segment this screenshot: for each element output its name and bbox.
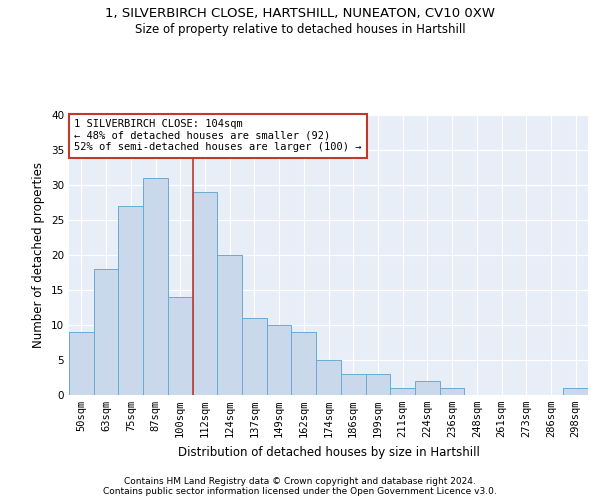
Bar: [143, 178, 168, 395]
Bar: [390, 388, 415, 395]
Text: 1 SILVERBIRCH CLOSE: 104sqm
← 48% of detached houses are smaller (92)
52% of sem: 1 SILVERBIRCH CLOSE: 104sqm ← 48% of det…: [74, 119, 362, 152]
Bar: [563, 388, 588, 395]
Text: Contains public sector information licensed under the Open Government Licence v3: Contains public sector information licen…: [103, 487, 497, 496]
Bar: [316, 360, 341, 395]
Bar: [341, 374, 365, 395]
Bar: [242, 318, 267, 395]
Text: Size of property relative to detached houses in Hartshill: Size of property relative to detached ho…: [134, 22, 466, 36]
Bar: [365, 374, 390, 395]
Bar: [292, 332, 316, 395]
Bar: [193, 192, 217, 395]
Bar: [69, 332, 94, 395]
Bar: [168, 297, 193, 395]
Y-axis label: Number of detached properties: Number of detached properties: [32, 162, 46, 348]
X-axis label: Distribution of detached houses by size in Hartshill: Distribution of detached houses by size …: [178, 446, 479, 458]
Text: 1, SILVERBIRCH CLOSE, HARTSHILL, NUNEATON, CV10 0XW: 1, SILVERBIRCH CLOSE, HARTSHILL, NUNEATO…: [105, 8, 495, 20]
Bar: [94, 269, 118, 395]
Bar: [217, 255, 242, 395]
Bar: [440, 388, 464, 395]
Bar: [415, 381, 440, 395]
Bar: [267, 325, 292, 395]
Text: Contains HM Land Registry data © Crown copyright and database right 2024.: Contains HM Land Registry data © Crown c…: [124, 477, 476, 486]
Bar: [118, 206, 143, 395]
